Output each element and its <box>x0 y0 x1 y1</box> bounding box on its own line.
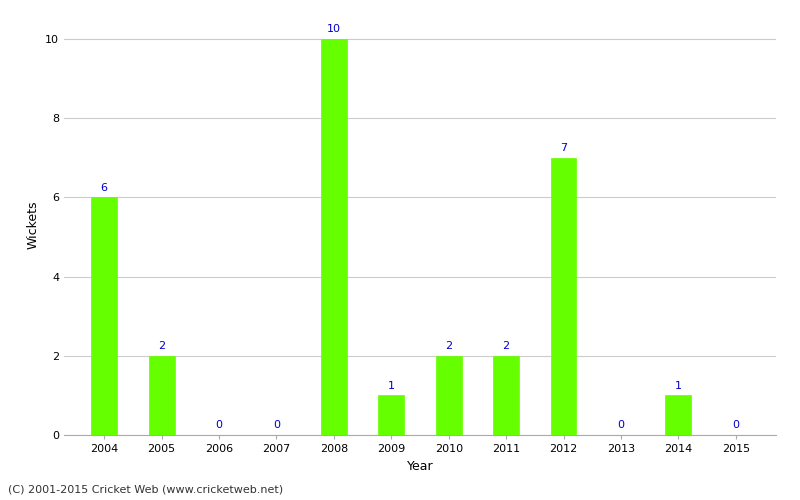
Text: 0: 0 <box>732 420 739 430</box>
X-axis label: Year: Year <box>406 460 434 472</box>
Text: 10: 10 <box>327 24 341 34</box>
Text: 6: 6 <box>101 182 108 192</box>
Bar <box>494 356 519 435</box>
Bar <box>550 158 577 435</box>
Text: 2: 2 <box>502 341 510 351</box>
Y-axis label: Wickets: Wickets <box>26 200 39 249</box>
Text: 2: 2 <box>158 341 165 351</box>
Text: 7: 7 <box>560 143 567 153</box>
Text: 1: 1 <box>675 380 682 390</box>
Text: 0: 0 <box>273 420 280 430</box>
Bar <box>321 39 346 435</box>
Text: 2: 2 <box>445 341 452 351</box>
Text: 1: 1 <box>388 380 394 390</box>
Bar <box>378 396 404 435</box>
Bar <box>436 356 462 435</box>
Bar <box>149 356 174 435</box>
Text: (C) 2001-2015 Cricket Web (www.cricketweb.net): (C) 2001-2015 Cricket Web (www.cricketwe… <box>8 485 283 495</box>
Text: 0: 0 <box>618 420 625 430</box>
Text: 0: 0 <box>215 420 222 430</box>
Bar <box>666 396 691 435</box>
Bar <box>91 198 117 435</box>
